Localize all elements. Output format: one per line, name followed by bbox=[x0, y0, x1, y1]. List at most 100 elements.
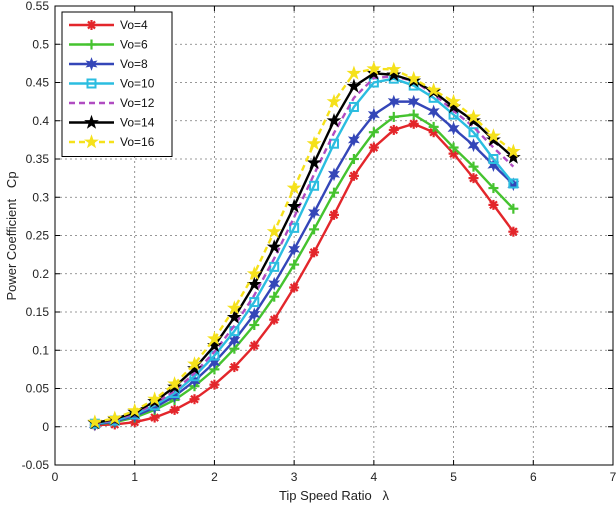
x-axis-title: Tip Speed Ratio λ bbox=[279, 488, 390, 503]
data-point bbox=[406, 70, 422, 85]
series-line bbox=[94, 122, 515, 427]
data-point bbox=[107, 410, 123, 425]
legend-item: Vo=16 bbox=[69, 134, 155, 149]
x-tick-label: 3 bbox=[291, 470, 298, 484]
data-point bbox=[226, 309, 242, 324]
data-point bbox=[86, 20, 97, 30]
data-point bbox=[388, 124, 399, 135]
data-point bbox=[207, 330, 222, 346]
series-line bbox=[94, 100, 515, 426]
data-point bbox=[446, 93, 461, 108]
data-point bbox=[348, 170, 359, 181]
x-tick-label: 2 bbox=[211, 470, 218, 484]
data-point bbox=[488, 154, 499, 164]
y-axis-title: Power Coefficient Cp bbox=[4, 171, 19, 300]
series-line bbox=[94, 77, 515, 425]
data-point bbox=[286, 180, 302, 195]
legend-item: Vo=4 bbox=[69, 18, 148, 32]
x-tick-label: 1 bbox=[131, 470, 138, 484]
data-point bbox=[347, 132, 360, 147]
data-point bbox=[306, 155, 322, 170]
data-point bbox=[309, 247, 320, 258]
data-point bbox=[326, 93, 342, 108]
data-point bbox=[486, 132, 501, 147]
data-point bbox=[386, 61, 402, 76]
data-point bbox=[486, 128, 501, 143]
data-point bbox=[84, 114, 99, 129]
legend-label: Vo=8 bbox=[120, 57, 148, 71]
data-point bbox=[226, 300, 242, 315]
data-point bbox=[466, 109, 481, 124]
data-point bbox=[368, 127, 379, 138]
legend-item: Vo=12 bbox=[69, 96, 155, 110]
data-point bbox=[187, 360, 202, 375]
data-point bbox=[348, 154, 359, 164]
data-point bbox=[309, 224, 320, 235]
data-point bbox=[467, 138, 480, 153]
data-point bbox=[169, 404, 180, 415]
legend-label: Vo=4 bbox=[120, 18, 148, 32]
data-point bbox=[229, 362, 240, 373]
data-point bbox=[249, 340, 260, 351]
data-point bbox=[407, 94, 420, 109]
legend-label: Vo=6 bbox=[120, 38, 148, 52]
data-point bbox=[386, 67, 402, 82]
x-tick-label: 7 bbox=[610, 470, 616, 484]
legend-label: Vo=16 bbox=[120, 135, 155, 149]
y-tick-label: 0.55 bbox=[26, 0, 50, 13]
y-tick-label: 0.05 bbox=[26, 382, 50, 396]
y-tick-label: 0.45 bbox=[26, 76, 50, 90]
data-point bbox=[84, 134, 99, 149]
data-point bbox=[189, 394, 200, 405]
legend-item: Vo=8 bbox=[69, 57, 148, 71]
data-point bbox=[289, 282, 300, 293]
data-point bbox=[289, 222, 300, 233]
y-tick-label: 0.4 bbox=[32, 114, 49, 128]
data-point bbox=[328, 167, 340, 182]
series-line bbox=[94, 72, 515, 425]
data-point bbox=[508, 203, 519, 214]
data-point bbox=[488, 199, 499, 210]
data-point bbox=[368, 142, 379, 153]
data-point bbox=[388, 111, 399, 122]
legend-label: Vo=14 bbox=[120, 116, 155, 130]
data-point bbox=[85, 57, 98, 71]
legend-item: Vo=6 bbox=[69, 38, 148, 52]
data-point bbox=[366, 60, 382, 76]
data-point bbox=[308, 205, 321, 220]
data-point bbox=[508, 178, 519, 189]
data-point bbox=[306, 135, 322, 150]
data-point bbox=[326, 112, 342, 128]
data-point bbox=[269, 314, 280, 325]
legend-item: Vo=14 bbox=[69, 114, 155, 130]
data-point bbox=[448, 142, 459, 153]
data-point bbox=[266, 223, 282, 238]
legend-label: Vo=12 bbox=[120, 96, 155, 110]
data-point bbox=[167, 376, 182, 391]
data-point bbox=[86, 39, 97, 50]
data-point bbox=[408, 109, 419, 120]
data-point bbox=[447, 121, 460, 136]
data-point bbox=[329, 187, 339, 198]
data-point bbox=[86, 78, 97, 89]
data-point bbox=[187, 356, 202, 371]
data-point bbox=[346, 78, 362, 93]
data-point bbox=[488, 183, 499, 194]
x-tick-label: 0 bbox=[52, 470, 59, 484]
series-line bbox=[94, 67, 515, 424]
series-line bbox=[94, 75, 515, 425]
data-point bbox=[367, 107, 380, 122]
y-tick-label: 0.2 bbox=[32, 267, 49, 281]
data-point bbox=[288, 242, 301, 257]
data-point bbox=[286, 198, 302, 213]
series-line bbox=[94, 113, 515, 426]
y-tick-label: 0.15 bbox=[26, 305, 50, 319]
data-point bbox=[426, 82, 442, 97]
data-point bbox=[346, 65, 362, 80]
x-tick-label: 4 bbox=[371, 470, 378, 484]
data-point bbox=[387, 94, 400, 109]
y-tick-label: 0.25 bbox=[26, 229, 50, 243]
data-point bbox=[246, 276, 262, 291]
data-point bbox=[87, 414, 103, 429]
